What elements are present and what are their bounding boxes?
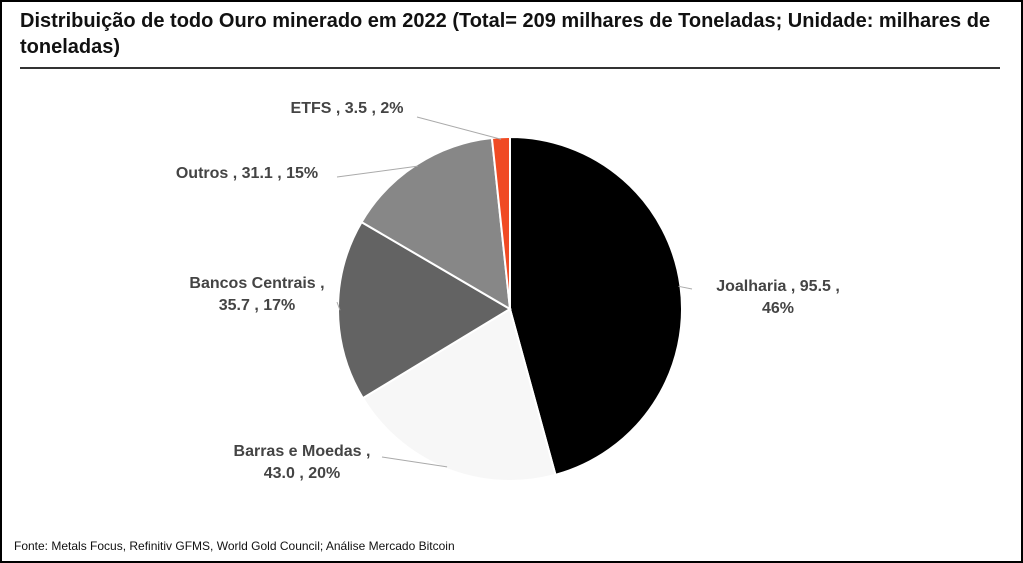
- data-label-barras-e-moedas: Barras e Moedas , 43.0 , 20%: [234, 443, 371, 482]
- pie-slice-etfs: [490, 135, 511, 310]
- data-label-line: Bancos Centrais ,: [189, 275, 324, 292]
- data-label-line: 35.7 , 17%: [219, 297, 296, 314]
- title-divider: [20, 67, 1000, 69]
- pie-slice-bancos-centrais: [337, 220, 512, 400]
- leader-line: [336, 301, 341, 311]
- data-label-joalharia: Joalharia , 95.5 , 46%: [716, 278, 840, 317]
- chart-title: Distribuição de todo Ouro minerado em 20…: [20, 10, 991, 58]
- source-note: Fonte: Metals Focus, Refinitiv GFMS, Wor…: [14, 539, 455, 553]
- leader-line: [381, 456, 448, 468]
- data-label-bancos-centrais: Bancos Centrais , 35.7 , 17%: [189, 275, 324, 314]
- pie-slice-outros: [360, 136, 512, 311]
- leader-line: [678, 285, 693, 290]
- data-label-line: Joalharia , 95.5 ,: [716, 278, 840, 295]
- pie-slice-barras-e-moedas: [361, 307, 557, 482]
- data-label-line: ETFS , 3.5 , 2%: [291, 100, 404, 117]
- leader-line: [336, 165, 418, 178]
- data-label-line: 43.0 , 20%: [264, 465, 341, 482]
- pie-slice-joalharia: [509, 135, 683, 477]
- data-label-line: 46%: [762, 300, 794, 317]
- data-label-outros: Outros , 31.1 , 15%: [176, 165, 318, 182]
- data-label-line: Outros , 31.1 , 15%: [176, 165, 318, 182]
- leader-line: [416, 116, 502, 140]
- data-label-line: Barras e Moedas ,: [234, 443, 371, 460]
- data-label-etfs: ETFS , 3.5 , 2%: [291, 100, 404, 117]
